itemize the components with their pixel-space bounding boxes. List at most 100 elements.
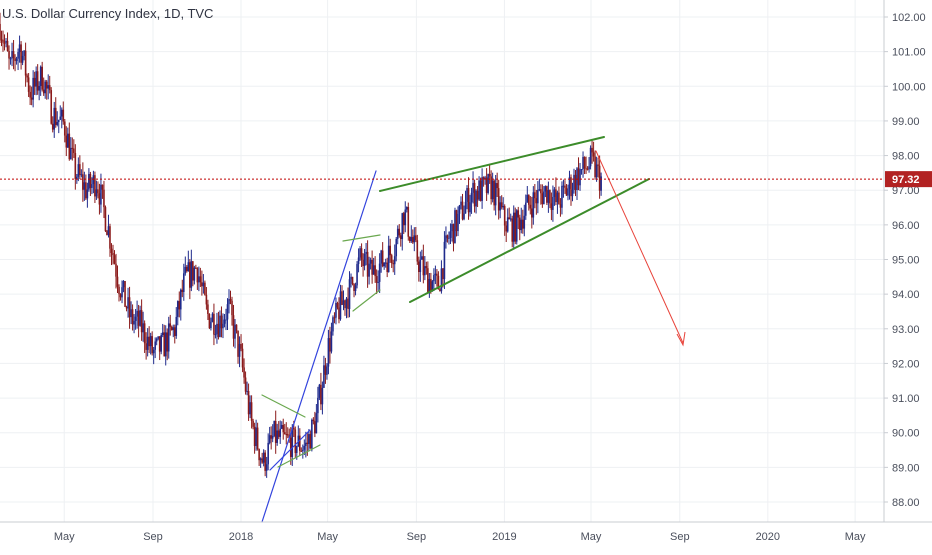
candle-body [442, 268, 444, 280]
candle-body [98, 193, 101, 205]
candle-body [100, 184, 102, 205]
candle-body [338, 307, 340, 320]
price-axis[interactable]: 102.00 101.00 100.00 99.00 98.00 97.00 96.00 95… [883, 0, 932, 522]
candle-body [166, 332, 169, 352]
candle-body [512, 212, 515, 242]
candle-body [228, 299, 230, 305]
candle-body [595, 164, 598, 178]
candle-body [372, 265, 375, 275]
candle-body [380, 250, 382, 264]
candle-body [515, 210, 518, 242]
candle-body [140, 310, 143, 333]
candle-body [54, 107, 57, 125]
candle-body [213, 313, 215, 335]
candle-body [399, 235, 402, 240]
candle-body [246, 390, 248, 392]
candle-body [408, 236, 411, 242]
candle-body [95, 189, 98, 197]
candle-body [124, 281, 126, 307]
candle-body [66, 133, 69, 148]
candle-body [553, 189, 556, 197]
candle-body [540, 189, 542, 194]
candle-body [131, 309, 134, 325]
price-tick-label: 88.00 [892, 497, 920, 509]
candle-body [76, 176, 78, 179]
flag2-lower-line [352, 289, 381, 312]
candle-body [309, 434, 312, 449]
candle-body [314, 421, 316, 434]
candle-body [383, 262, 385, 267]
candle-body [181, 289, 184, 292]
candle-body [42, 89, 45, 94]
candle-body [371, 259, 373, 275]
price-tick-label: 100.00 [892, 81, 926, 93]
candle-body [509, 218, 512, 220]
candle-body [320, 384, 322, 405]
chart-title: U.S. Dollar Currency Index, 1D, TVC [2, 6, 214, 21]
candle-body [149, 336, 152, 347]
candle-body [77, 164, 80, 177]
candle-body [57, 119, 60, 123]
candle-body [44, 81, 46, 94]
candle-body [559, 204, 562, 208]
candle-body [201, 282, 203, 287]
candle-body [482, 177, 485, 180]
candle-body [163, 332, 166, 357]
candle-body [267, 442, 269, 465]
price-tick-label: 95.00 [892, 255, 920, 267]
candle-body [345, 298, 348, 309]
candle-body [534, 192, 536, 199]
candle-body [521, 219, 524, 229]
candle-body [234, 324, 236, 339]
candle-body [323, 365, 325, 388]
candle-body [167, 323, 170, 352]
candle-body [496, 183, 498, 189]
candle-body [294, 429, 297, 453]
candle-body [158, 336, 161, 352]
candle-body [461, 201, 464, 220]
candle-body [437, 275, 440, 290]
candle-body [264, 452, 266, 471]
candle-body [27, 77, 30, 92]
candle-body [537, 190, 539, 204]
candle-body [283, 432, 286, 435]
candle-body [276, 430, 279, 443]
candle-body [567, 188, 569, 196]
time-axis[interactable]: May Sep 2018 May Sep 2019 May Sep 2020 May [0, 521, 932, 543]
candle-body [415, 235, 417, 241]
candle-body [531, 208, 533, 218]
candle-body [190, 261, 193, 288]
candle-body [285, 434, 288, 436]
candle-body [214, 334, 217, 336]
candle-body [9, 58, 12, 60]
candle-body [223, 319, 226, 324]
candle-body [392, 263, 395, 265]
candle-body [419, 259, 422, 273]
candle-body [433, 275, 435, 282]
projection-arrow-line [595, 150, 684, 344]
candle-body [366, 251, 369, 277]
candle-body [460, 201, 462, 206]
candle-body [550, 203, 553, 210]
candle-body [11, 51, 13, 59]
price-tick-label: 99.00 [892, 116, 920, 128]
candle-body [395, 238, 398, 257]
time-tick-label: 2019 [492, 531, 516, 543]
price-tick-label: 91.00 [892, 393, 920, 405]
candle-body [279, 428, 282, 437]
drawing-annotations [261, 136, 686, 523]
candle-body [488, 174, 491, 177]
candle-body [0, 39, 3, 41]
candle-body [240, 343, 242, 349]
candle-body [73, 148, 75, 154]
candle-body [112, 252, 114, 256]
candle-body [311, 419, 313, 449]
candle-body [363, 253, 366, 266]
price-tick-label: 98.00 [892, 151, 920, 163]
candle-body [472, 182, 474, 193]
candle-body [142, 323, 144, 333]
candle-body [14, 58, 16, 62]
candle-body [53, 107, 56, 130]
